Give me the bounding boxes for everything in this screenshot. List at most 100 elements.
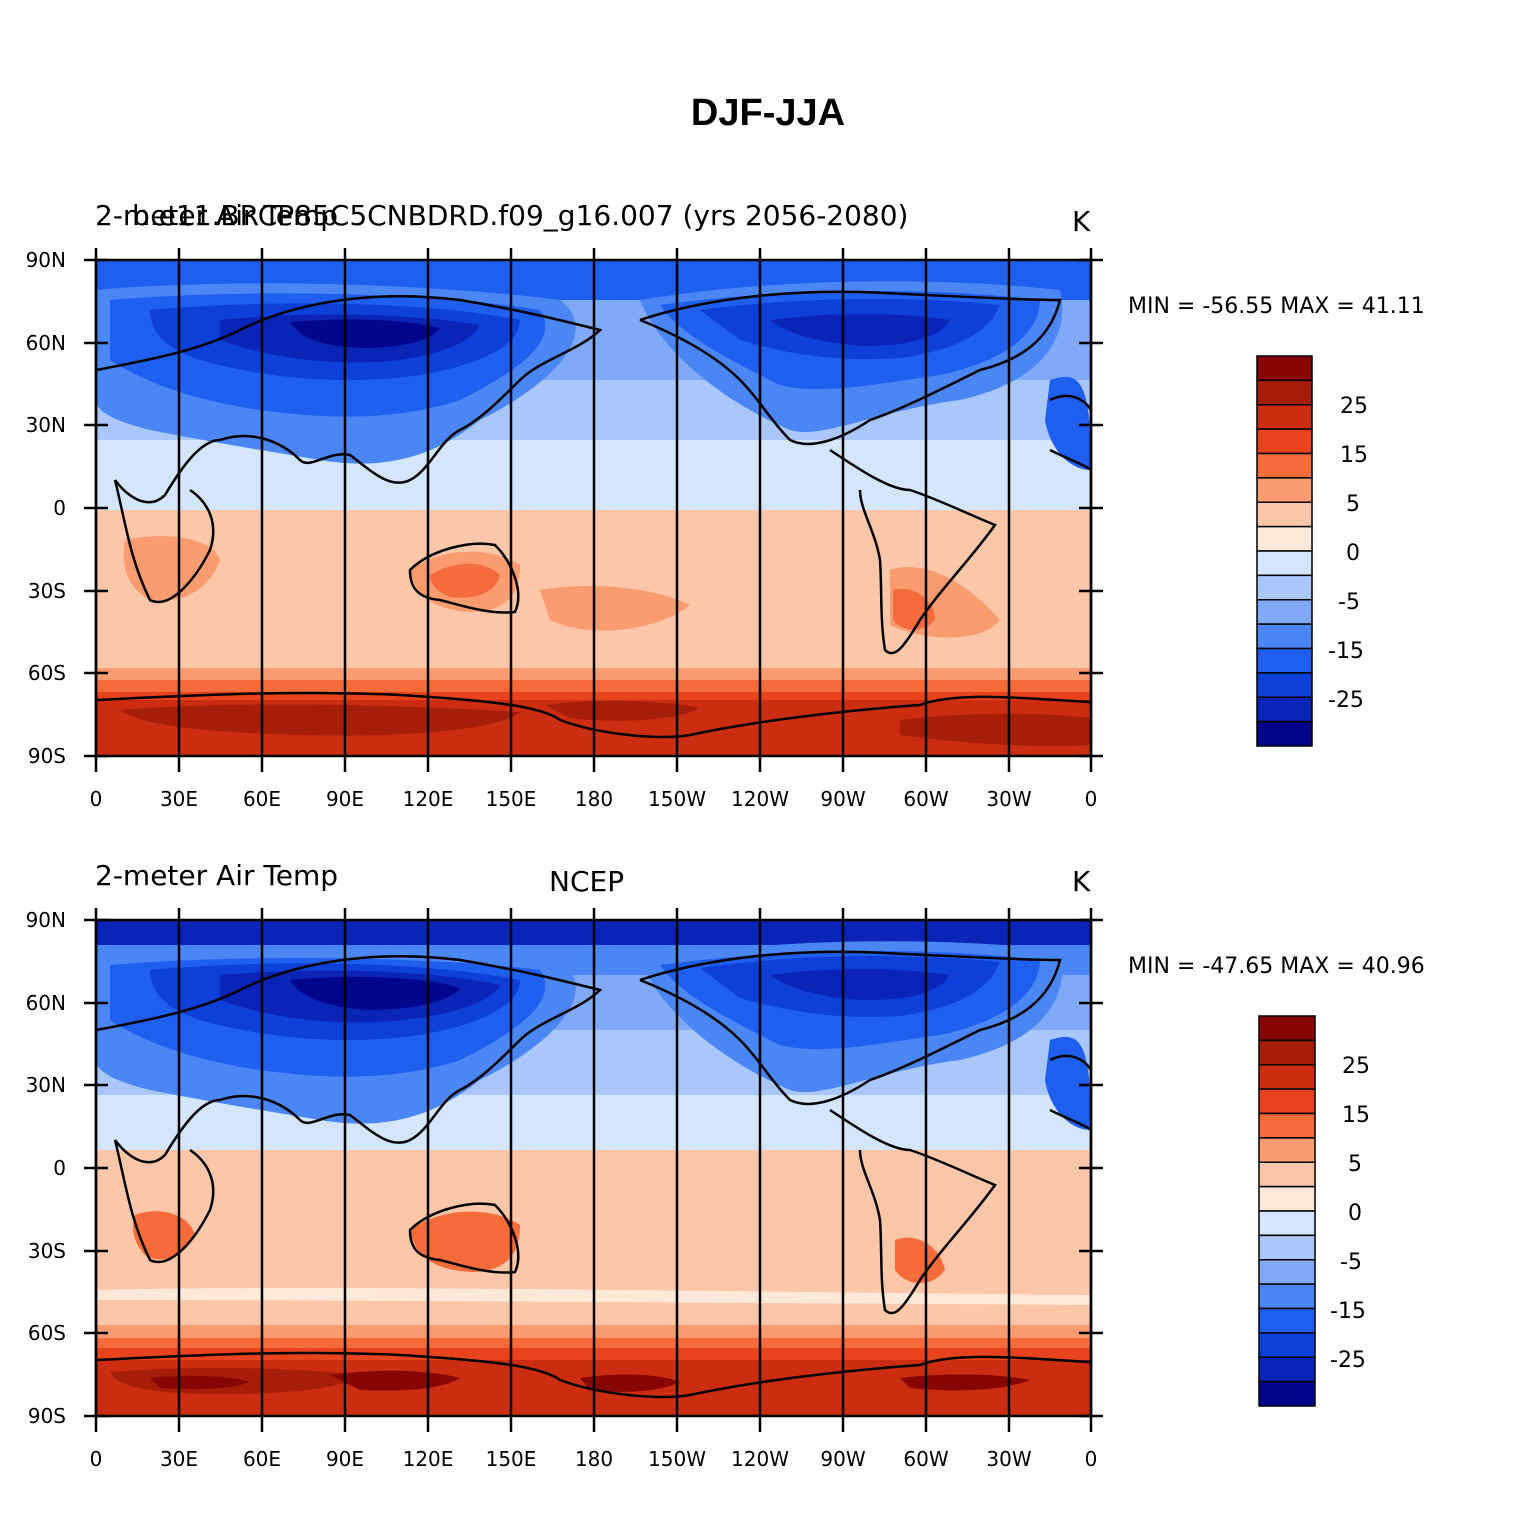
colorbar-labels: 25 15 5 0 -5 -15 -25 — [1330, 1054, 1370, 1373]
colorbar-box — [1256, 477, 1313, 503]
lon-label: 120E — [403, 787, 454, 811]
lat-label: 30N — [26, 413, 66, 437]
colorbar-label: 15 — [1340, 443, 1368, 468]
lat-label: 30N — [26, 1073, 66, 1097]
lon-label: 120W — [731, 1447, 789, 1471]
lon-label: 0 — [90, 1447, 103, 1471]
colorbar-box — [1258, 1210, 1316, 1237]
lon-label: 0 — [90, 787, 103, 811]
colorbar-boxes — [1258, 1015, 1316, 1407]
colorbar-box — [1258, 1185, 1316, 1212]
colorbar-label: 5 — [1348, 1152, 1362, 1177]
colorbar-box — [1256, 720, 1313, 747]
colorbar-box — [1256, 501, 1313, 528]
colorbar-label: -25 — [1330, 1348, 1366, 1373]
panel1-map: 90N 60N 30N 0 30S 60S 90S 0 30E 60E 90E … — [26, 248, 1103, 811]
lon-label: 180 — [575, 787, 613, 811]
colorbar-label: 25 — [1340, 394, 1368, 419]
panel1-lat-labels: 90N 60N 30N 0 30S 60S 90S — [26, 248, 66, 768]
lat-label: 30S — [28, 1239, 66, 1263]
lon-label: 150W — [648, 787, 706, 811]
colorbar-label: -15 — [1330, 1299, 1366, 1324]
panel2-left-title: 2-meter Air Temp — [95, 859, 339, 892]
panel1-left-title: 2-meter Air Temp — [95, 199, 339, 232]
panel2-coastlines — [96, 950, 1091, 1399]
colorbar-label: 0 — [1348, 1201, 1362, 1226]
panel2-colorbar: 25 15 5 0 -5 -15 -25 — [1258, 1015, 1370, 1407]
lon-label: 60E — [243, 1447, 281, 1471]
lon-label: 90W — [820, 1447, 865, 1471]
colorbar-box — [1258, 1039, 1316, 1066]
panel2-lon-ticks — [94, 908, 1093, 1432]
lon-label: 60W — [903, 787, 948, 811]
colorbar-box — [1258, 1088, 1316, 1115]
colorbar-label: 15 — [1342, 1103, 1370, 1128]
colorbar-label: 5 — [1346, 492, 1360, 517]
colorbar-box — [1258, 1380, 1316, 1407]
colorbar-box — [1256, 672, 1313, 698]
lat-label: 60N — [26, 991, 66, 1015]
panel2-min-max: MIN = -47.65 MAX = 40.96 — [1128, 954, 1425, 979]
colorbar-label: 0 — [1346, 541, 1360, 566]
panel1-min-max: MIN = -56.55 MAX = 41.11 — [1128, 294, 1425, 319]
colorbar-box — [1256, 428, 1313, 455]
lon-label: 30E — [160, 787, 198, 811]
colorbar-box — [1256, 452, 1313, 479]
figure-title: DJF-JJA — [690, 92, 846, 134]
panel1-coastlines — [96, 290, 1091, 739]
colorbar-box — [1258, 1259, 1316, 1285]
colorbar-box — [1258, 1356, 1316, 1383]
colorbar-boxes — [1256, 355, 1313, 747]
colorbar-label: -25 — [1328, 688, 1364, 713]
lon-label: 90E — [326, 787, 364, 811]
lat-label: 90N — [26, 908, 66, 932]
colorbar-label: -15 — [1328, 639, 1364, 664]
lon-label: 30W — [986, 1447, 1031, 1471]
lat-label: 90S — [28, 744, 66, 768]
colorbar-label: -5 — [1340, 1250, 1362, 1275]
colorbar-box — [1256, 355, 1313, 382]
lon-label: 150E — [486, 787, 537, 811]
lon-label: 90E — [326, 1447, 364, 1471]
colorbar-box — [1258, 1137, 1316, 1163]
colorbar-box — [1258, 1064, 1316, 1090]
colorbar-box — [1258, 1234, 1316, 1261]
panel1-units: K — [1072, 205, 1091, 238]
panel2-lon-labels: 0 30E 60E 90E 120E 150E 180 150W 120W 90… — [90, 1447, 1098, 1471]
colorbar-box — [1256, 623, 1313, 650]
lon-label: 120W — [731, 787, 789, 811]
colorbar-box — [1256, 550, 1313, 577]
colorbar-box — [1256, 599, 1313, 625]
colorbar-box — [1256, 696, 1313, 723]
colorbar-box — [1258, 1332, 1316, 1358]
colorbar-box — [1256, 647, 1313, 674]
panel2-map: 90N 60N 30N 0 30S 60S 90S 0 30E 60E 90E … — [26, 908, 1103, 1471]
colorbar-box — [1258, 1283, 1316, 1310]
colorbar-labels: 25 15 5 0 -5 -15 -25 — [1328, 394, 1368, 713]
colorbar-box — [1258, 1112, 1316, 1139]
lat-label: 30S — [28, 579, 66, 603]
panel1-colorbar: 25 15 5 0 -5 -15 -25 — [1256, 355, 1368, 747]
lon-label: 120E — [403, 1447, 454, 1471]
lon-label: 180 — [575, 1447, 613, 1471]
lon-label: 0 — [1085, 1447, 1098, 1471]
colorbar-box — [1256, 525, 1313, 552]
lat-label: 0 — [53, 496, 66, 520]
panel2-lat-labels: 90N 60N 30N 0 30S 60S 90S — [26, 908, 66, 1428]
lat-label: 0 — [53, 1156, 66, 1180]
lon-label: 90W — [820, 787, 865, 811]
panel1-center-title: b.e11.BRCP85C5CNBDRD.f09_g16.007 (yrs 20… — [132, 199, 909, 232]
lat-label: 90S — [28, 1404, 66, 1428]
lon-label: 150W — [648, 1447, 706, 1471]
lat-label: 60S — [28, 661, 66, 685]
lon-label: 30W — [986, 787, 1031, 811]
lon-label: 150E — [486, 1447, 537, 1471]
panel2-units: K — [1072, 865, 1091, 898]
lat-label: 60S — [28, 1321, 66, 1345]
colorbar-box — [1258, 1161, 1316, 1188]
colorbar-box — [1256, 574, 1313, 601]
colorbar-box — [1258, 1307, 1316, 1334]
colorbar-label: -5 — [1338, 590, 1360, 615]
colorbar-box — [1258, 1015, 1316, 1042]
panel1-lon-ticks — [94, 248, 1093, 772]
